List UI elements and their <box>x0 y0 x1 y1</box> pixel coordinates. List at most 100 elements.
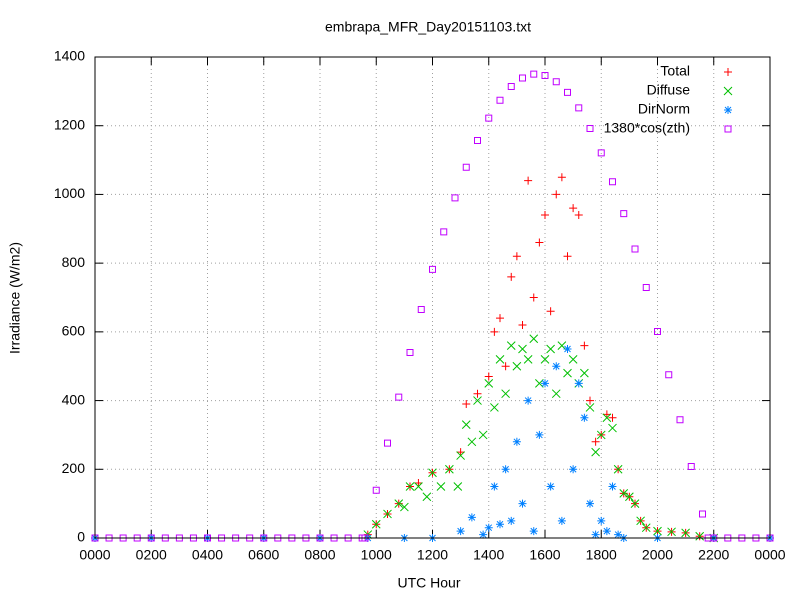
x-tick-label: 1000 <box>361 547 392 563</box>
point <box>462 400 471 409</box>
point <box>529 527 538 536</box>
point <box>541 211 549 220</box>
point <box>710 534 718 542</box>
y-tick-label: 1400 <box>54 48 85 64</box>
point <box>507 83 515 91</box>
point <box>512 437 521 446</box>
point <box>490 482 499 491</box>
point <box>535 238 544 247</box>
point <box>676 416 684 424</box>
point <box>597 516 606 525</box>
point <box>260 534 268 542</box>
point <box>501 465 510 474</box>
point <box>484 523 493 532</box>
x-tick-label: 1200 <box>417 547 448 563</box>
point <box>681 528 690 538</box>
point <box>568 354 578 364</box>
point <box>361 534 369 542</box>
x-tick-label: 1400 <box>473 547 504 563</box>
point <box>602 410 611 419</box>
point <box>518 320 527 329</box>
point <box>440 228 448 236</box>
point <box>479 530 488 539</box>
point <box>557 516 566 525</box>
point <box>490 403 499 412</box>
point <box>428 468 437 478</box>
legend-marker <box>724 125 732 133</box>
point <box>204 534 211 542</box>
y-tick-label: 400 <box>62 391 86 407</box>
point <box>541 72 549 80</box>
point <box>218 534 226 542</box>
y-tick-label: 600 <box>62 323 86 339</box>
x-tick-label: 0200 <box>136 547 167 563</box>
point <box>501 362 510 371</box>
point <box>529 293 538 302</box>
point <box>105 534 113 542</box>
point <box>563 252 572 261</box>
point <box>147 534 155 542</box>
point <box>564 88 571 96</box>
x-tick-label: 0000 <box>754 547 785 563</box>
point <box>563 368 572 378</box>
point <box>552 78 560 86</box>
point <box>653 526 662 536</box>
point <box>461 420 471 429</box>
legend-label: Diffuse <box>647 82 691 98</box>
point <box>602 527 611 536</box>
point <box>546 307 555 316</box>
plot-marks <box>91 70 774 543</box>
point <box>580 341 589 350</box>
point <box>484 379 494 388</box>
point <box>609 178 616 186</box>
point <box>574 211 583 220</box>
point <box>569 465 578 474</box>
point <box>474 136 481 144</box>
point <box>495 354 505 364</box>
point <box>540 354 550 364</box>
point <box>496 520 504 529</box>
point <box>518 499 527 508</box>
point <box>519 74 526 82</box>
point <box>586 396 594 405</box>
point <box>371 519 381 529</box>
point <box>619 488 629 498</box>
point <box>512 361 522 371</box>
point <box>597 149 605 157</box>
point <box>667 527 676 537</box>
point <box>591 530 600 539</box>
point <box>535 430 544 439</box>
point <box>631 245 639 253</box>
point <box>133 534 141 542</box>
point <box>625 492 634 502</box>
point <box>695 531 705 541</box>
point <box>422 492 432 502</box>
y-tick-label: 0 <box>77 529 85 545</box>
legend-label: DirNorm <box>638 101 690 117</box>
point <box>394 499 404 508</box>
point <box>608 482 617 491</box>
point <box>467 513 476 522</box>
point <box>620 210 628 218</box>
point <box>302 534 310 542</box>
point <box>523 354 533 364</box>
point <box>429 265 436 273</box>
point <box>608 423 617 433</box>
point <box>507 516 516 525</box>
x-axis-label: UTC Hour <box>397 575 460 591</box>
point <box>456 527 465 536</box>
point <box>288 534 296 542</box>
point <box>580 368 589 378</box>
point <box>414 482 423 491</box>
point <box>436 482 446 491</box>
x-tick-label: 1800 <box>586 547 617 563</box>
x-tick-label: 0000 <box>79 547 110 563</box>
point <box>724 534 732 542</box>
point <box>384 439 391 447</box>
point <box>496 96 504 104</box>
point <box>552 362 561 371</box>
point <box>161 534 169 542</box>
point <box>175 534 183 542</box>
point <box>654 328 661 336</box>
point <box>596 430 606 440</box>
